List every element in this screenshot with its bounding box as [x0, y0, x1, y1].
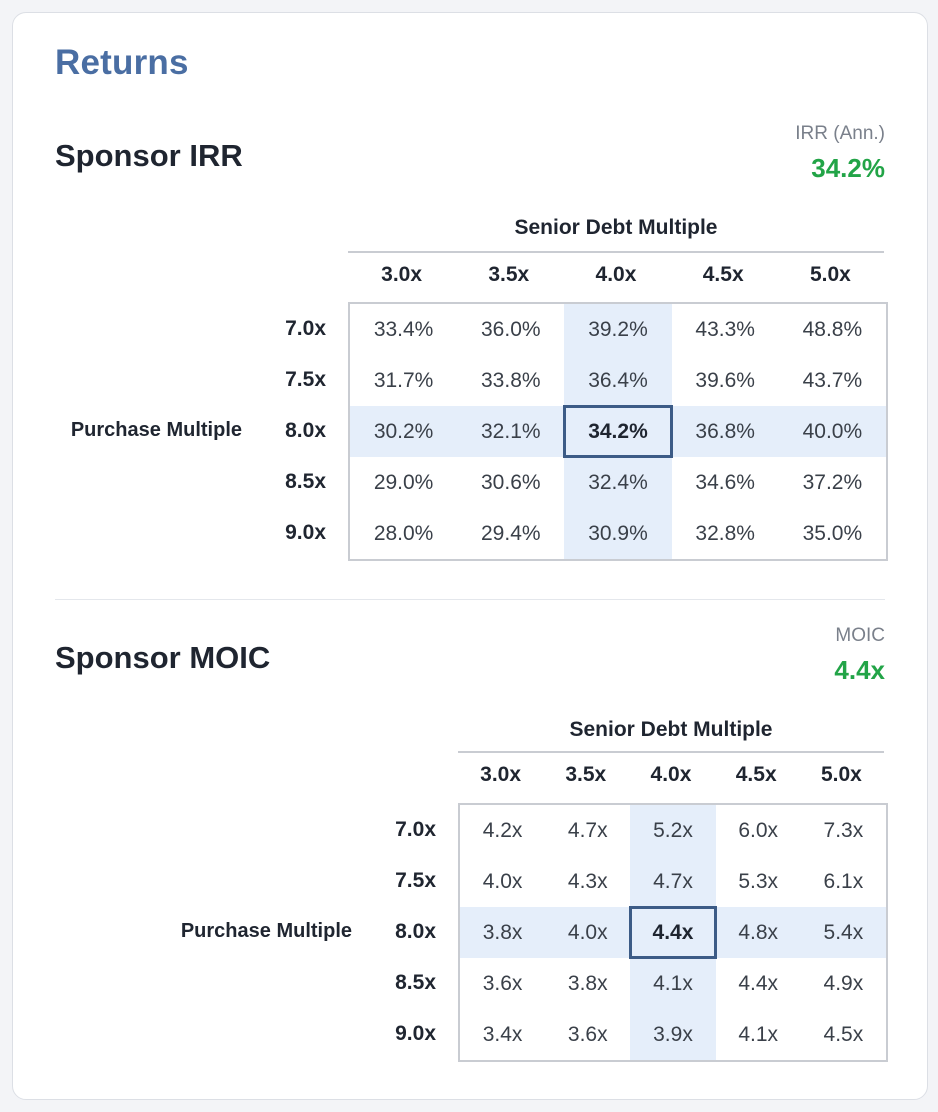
moic-metric-value: 4.4x	[834, 655, 885, 685]
moic-grid-cell: 5.4x	[823, 921, 864, 944]
moic-grid-cell: 3.8x	[567, 972, 608, 995]
moic-grid-cell: 4.1x	[653, 972, 693, 995]
card-title: Returns	[55, 43, 189, 82]
moic-row-header: 9.0x	[395, 1022, 436, 1045]
returns-card: Returns Sponsor IRR IRR (Ann.) 34.2% Senior…	[12, 12, 928, 1100]
irr-grid-cell: 31.7%	[373, 369, 434, 392]
irr-row-header: 7.0x	[285, 317, 326, 340]
irr-grid-cell: 34.6%	[695, 471, 755, 494]
moic-row-header: 8.0x	[395, 920, 436, 943]
irr-grid-cell: 28.0%	[373, 522, 434, 545]
moic-grid-cell: 3.6x	[482, 972, 523, 995]
irr-grid-cell: 43.3%	[695, 318, 755, 341]
irr-grid-cell: 29.0%	[373, 471, 434, 494]
irr-grid-cell: 30.9%	[588, 522, 648, 545]
moic-col-header: 3.5x	[565, 763, 607, 786]
moic-row-group-label: Purchase Multiple	[180, 920, 352, 942]
irr-grid-cell: 48.8%	[802, 318, 863, 341]
moic-col-header: 3.0x	[480, 763, 522, 786]
moic-row-header: 7.5x	[395, 869, 436, 892]
irr-col-header: 4.0x	[595, 263, 637, 286]
moic-grid-cell: 5.3x	[738, 870, 779, 893]
irr-grid-cell: 37.2%	[802, 471, 863, 494]
irr-row-header: 8.0x	[285, 419, 326, 442]
irr-grid-cell: 33.4%	[373, 318, 434, 341]
moic-grid-cell: 5.2x	[653, 819, 693, 842]
moic-row-header: 7.0x	[395, 818, 436, 841]
moic-grid-cell: 3.9x	[653, 1023, 693, 1046]
irr-grid-cell: 32.1%	[481, 420, 541, 443]
moic-grid-cell: 4.9x	[823, 972, 864, 995]
irr-col-header: 4.5x	[702, 263, 744, 286]
irr-grid-cell: 30.6%	[481, 471, 541, 494]
irr-col-group-label: Senior Debt Multiple	[514, 216, 718, 239]
moic-grid-cell: 3.4x	[482, 1023, 523, 1046]
irr-grid-cell: 35.0%	[802, 522, 863, 545]
irr-base-case-cell: 34.2%	[563, 405, 673, 458]
irr-metric-value: 34.2%	[811, 153, 885, 183]
moic-grid-cell: 4.3x	[567, 870, 608, 893]
moic-grid-cell: 4.0x	[482, 870, 523, 893]
moic-col-header: 5.0x	[820, 763, 862, 786]
irr-grid-cell: 39.6%	[695, 369, 755, 392]
moic-row-header: 8.5x	[395, 971, 436, 994]
moic-grid-cell: 3.6x	[567, 1023, 608, 1046]
moic-grid-cell: 3.8x	[482, 921, 523, 944]
moic-col-header: 4.0x	[650, 763, 692, 786]
irr-metric-label: IRR (Ann.)	[795, 123, 885, 144]
moic-grid-cell: 7.3x	[823, 819, 864, 842]
irr-grid-cell: 32.4%	[588, 471, 648, 494]
moic-col-header: 4.5x	[735, 763, 777, 786]
irr-grid-cell: 29.4%	[481, 522, 541, 545]
moic-grid-cell: 4.2x	[482, 819, 523, 842]
irr-col-header: 3.5x	[488, 263, 530, 286]
moic-metric-label: MOIC	[835, 625, 885, 646]
irr-grid-cell: 39.2%	[588, 318, 648, 341]
irr-grid-cell: 32.8%	[695, 522, 755, 545]
moic-grid-cell: 4.7x	[653, 870, 693, 893]
irr-col-header: 5.0x	[809, 263, 851, 286]
irr-grid-cell: 33.8%	[481, 369, 541, 392]
moic-section-title: Sponsor MOIC	[55, 640, 271, 675]
irr-col-group-divider	[348, 251, 884, 253]
moic-grid-cell: 6.0x	[738, 819, 779, 842]
moic-grid-cell: 4.5x	[823, 1023, 864, 1046]
irr-section-title: Sponsor IRR	[55, 138, 243, 173]
irr-grid-cell: 43.7%	[802, 369, 863, 392]
irr-grid-cell: 36.4%	[588, 369, 648, 392]
moic-base-case-cell: 4.4x	[629, 906, 717, 959]
moic-grid-cell: 4.7x	[567, 819, 608, 842]
moic-col-group-label: Senior Debt Multiple	[569, 718, 773, 741]
moic-grid-cell: 4.8x	[738, 921, 779, 944]
moic-grid-cell: 4.4x	[738, 972, 779, 995]
moic-grid-cell: 6.1x	[823, 870, 864, 893]
irr-grid-cell: 40.0%	[802, 420, 863, 443]
irr-row-header: 9.0x	[285, 521, 326, 544]
irr-grid-cell: 36.8%	[695, 420, 755, 443]
irr-col-header: 3.0x	[381, 263, 423, 286]
section-divider	[55, 599, 885, 600]
moic-col-group-divider	[458, 751, 884, 753]
moic-grid-cell: 4.0x	[567, 921, 608, 944]
moic-grid-cell: 4.1x	[738, 1023, 779, 1046]
irr-row-group-label: Purchase Multiple	[70, 419, 242, 441]
irr-row-header: 8.5x	[285, 470, 326, 493]
irr-grid-cell: 30.2%	[373, 420, 434, 443]
irr-grid-cell: 36.0%	[481, 318, 541, 341]
irr-row-header: 7.5x	[285, 368, 326, 391]
